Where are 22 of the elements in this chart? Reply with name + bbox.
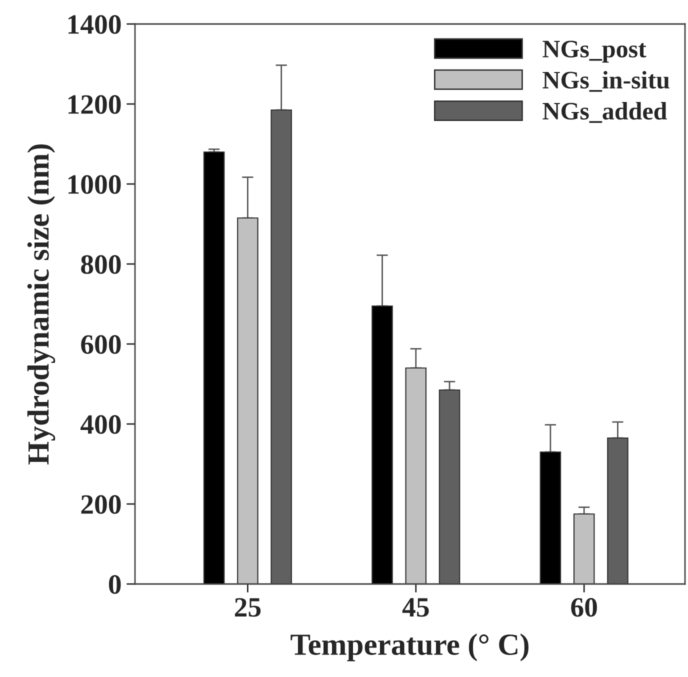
x-axis-title: Temperature (° C) [290,633,528,662]
y-tick-label: 1400 [68,15,121,34]
y-tick-label: 0 [108,575,121,594]
bar [203,151,225,584]
y-axis-title: Hydrodynamic size (nm) [27,144,56,464]
legend-label: NGs_in-situ [542,70,670,92]
y-tick-label: 800 [81,255,121,274]
y-tick-label: 600 [81,335,121,354]
bar [573,513,595,584]
y-tick-label: 1000 [68,175,121,194]
x-tick-label: 60 [571,598,597,617]
legend-label: NGs_added [542,102,667,123]
legend-label: NGs_post [542,40,646,63]
y-tick-label: 1200 [68,95,121,114]
bar [237,217,258,584]
bar [405,367,427,584]
y-tick-label: 400 [80,415,121,434]
y-tick-label: 200 [81,495,121,514]
bar [372,305,393,584]
bar [540,451,562,584]
x-tick-label: 25 [234,598,261,617]
x-tick-label: 45 [402,598,429,617]
